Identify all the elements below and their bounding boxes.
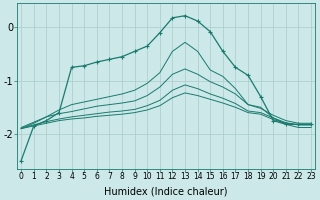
X-axis label: Humidex (Indice chaleur): Humidex (Indice chaleur) (104, 187, 228, 197)
